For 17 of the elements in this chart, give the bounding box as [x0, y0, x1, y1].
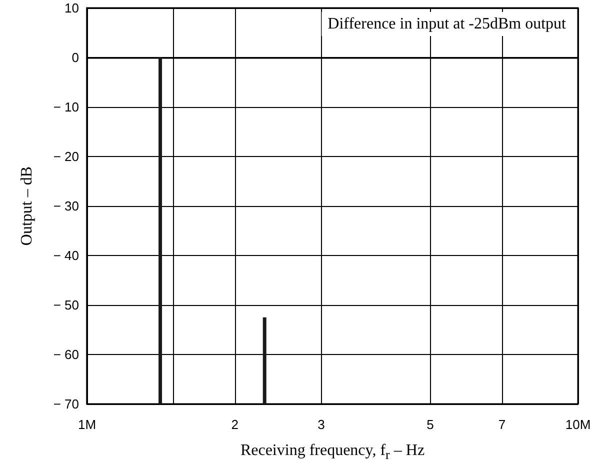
y-tick-label: − 20	[53, 149, 79, 164]
y-axis-title: Output – dB	[18, 166, 36, 246]
y-tick-label: − 40	[53, 248, 79, 263]
y-tick-label: − 50	[53, 298, 79, 312]
y-tick-label: 10	[64, 0, 79, 16]
x-tick-label: 10M	[565, 417, 591, 432]
x-tick-label: 7	[498, 417, 506, 432]
x-tick-label: 1M	[78, 417, 96, 432]
y-tick-label: − 60	[53, 347, 79, 362]
y-tick-label: 0	[72, 50, 79, 65]
annotation: Difference in input at -25dBm output	[328, 16, 567, 32]
y-tick-label: − 10	[53, 100, 79, 114]
x-tick-label: 2	[231, 417, 238, 432]
x-tick-label: 3	[318, 417, 325, 432]
y-tick-label: − 70	[53, 396, 79, 412]
y-tick-label: − 30	[53, 198, 79, 214]
x-tick-label: 5	[426, 417, 434, 432]
